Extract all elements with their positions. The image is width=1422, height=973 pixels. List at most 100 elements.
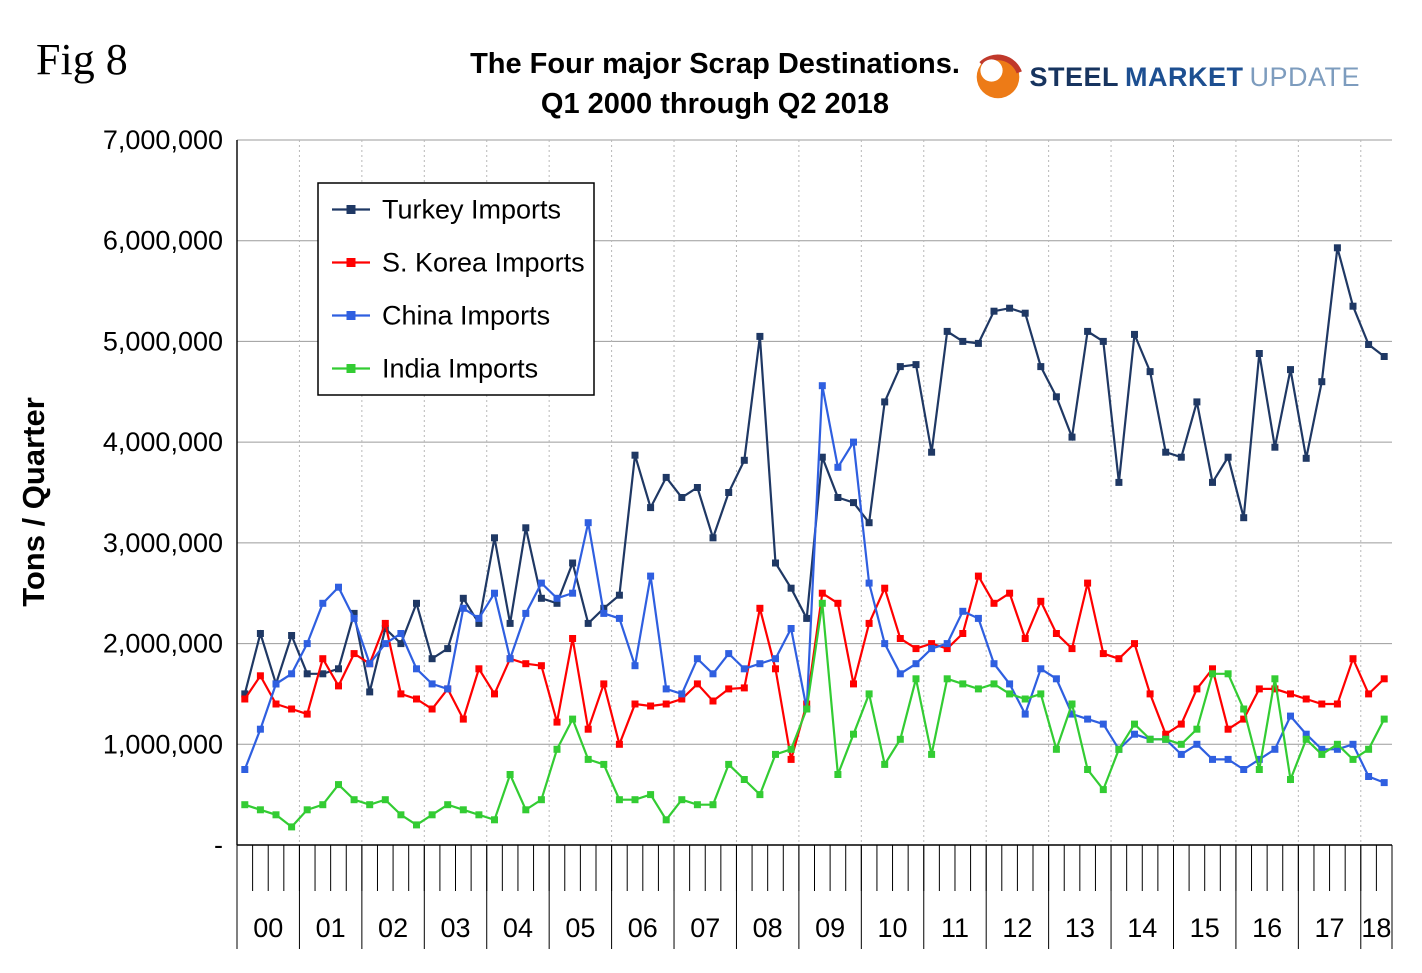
- india-imports-marker: [1349, 755, 1357, 763]
- logo-word-market: MARKET: [1124, 61, 1244, 92]
- turkey-imports-marker: [459, 594, 467, 602]
- china-imports-marker: [959, 607, 967, 615]
- china-imports-marker: [491, 589, 498, 597]
- y-tick-label: 5,000,000: [103, 326, 223, 356]
- china-imports-marker: [1037, 665, 1045, 673]
- turkey-imports-marker: [787, 584, 795, 592]
- india-imports-marker: [1380, 715, 1388, 723]
- china-imports-marker: [896, 670, 904, 678]
- india-imports-marker: [772, 750, 779, 758]
- india-imports-marker: [865, 690, 873, 698]
- turkey-imports-marker: [1224, 453, 1232, 461]
- china-imports-marker: [428, 680, 436, 688]
- china-imports-marker: [569, 589, 577, 597]
- india-imports-marker: [491, 816, 498, 824]
- year-label: 11: [941, 913, 969, 943]
- china-imports-marker: [1006, 680, 1014, 688]
- s-korea-imports-marker: [693, 680, 701, 688]
- china-imports-marker: [990, 660, 998, 668]
- india-imports-marker: [756, 791, 764, 799]
- china-imports-marker: [756, 660, 764, 668]
- chart-title-line2: Q1 2000 through Q2 2018: [540, 88, 890, 120]
- china-imports-marker: [256, 725, 264, 733]
- s-korea-imports-marker: [522, 660, 530, 668]
- india-imports-marker: [1224, 670, 1232, 678]
- turkey-imports-marker: [288, 632, 296, 639]
- india-imports-marker: [678, 796, 686, 804]
- brand-logo: STEEL MARKET UPDATE: [973, 52, 1360, 102]
- china-imports-marker: [600, 609, 608, 617]
- india-imports-marker: [850, 730, 857, 738]
- turkey-imports-marker: [1021, 309, 1029, 317]
- legend-marker: [346, 364, 356, 373]
- china-imports-marker: [928, 645, 936, 653]
- year-label: 14: [1127, 913, 1157, 943]
- india-imports-marker: [1021, 695, 1029, 703]
- year-label: 03: [440, 913, 470, 943]
- year-label: 12: [1002, 913, 1032, 943]
- china-imports-marker: [381, 640, 389, 648]
- china-imports-marker: [740, 665, 748, 673]
- turkey-imports-marker: [912, 361, 920, 369]
- china-imports-marker: [1318, 745, 1326, 753]
- legend-marker: [346, 205, 356, 214]
- s-korea-imports-marker: [959, 630, 967, 637]
- year-label: 17: [1315, 913, 1345, 943]
- india-imports-marker: [413, 821, 420, 829]
- china-imports-marker: [881, 640, 889, 648]
- china-imports-marker: [693, 655, 701, 663]
- china-imports-marker: [1333, 745, 1341, 753]
- s-korea-imports-marker: [1240, 715, 1248, 723]
- china-imports-marker: [974, 614, 982, 622]
- china-imports-marker: [241, 766, 249, 773]
- turkey-imports-marker: [413, 599, 420, 607]
- india-imports-marker: [1209, 670, 1216, 678]
- turkey-imports-marker: [1365, 341, 1373, 348]
- china-imports-line: [243, 385, 1385, 784]
- s-korea-imports-marker: [459, 715, 467, 723]
- china-imports-marker: [1021, 710, 1029, 718]
- year-label: 04: [503, 913, 533, 943]
- turkey-imports-marker: [1240, 514, 1248, 522]
- s-korea-imports-marker: [896, 635, 904, 642]
- india-imports-marker: [803, 705, 811, 713]
- y-tick-label: 6,000,000: [103, 226, 223, 256]
- turkey-imports-marker: [1099, 337, 1107, 345]
- year-label: 18: [1361, 913, 1391, 943]
- india-imports-marker: [444, 801, 452, 809]
- turkey-imports-marker: [350, 609, 358, 617]
- s-korea-imports-marker: [787, 755, 795, 763]
- s-korea-imports-marker: [818, 589, 826, 597]
- india-imports-marker: [1177, 740, 1185, 748]
- s-korea-imports-marker: [1333, 700, 1341, 708]
- s-korea-imports-marker: [272, 700, 280, 708]
- india-imports-marker: [584, 755, 592, 763]
- china-imports-marker: [865, 579, 873, 587]
- india-imports-marker: [335, 781, 342, 789]
- turkey-imports-marker: [1068, 433, 1076, 441]
- india-imports-marker: [990, 680, 998, 688]
- chart-title: The Four major Scrap Destinations. Q1 20…: [240, 44, 1190, 124]
- s-korea-imports-marker: [990, 599, 998, 607]
- china-imports-marker: [319, 599, 327, 607]
- turkey-imports-marker: [366, 688, 374, 696]
- china-imports-marker: [1224, 755, 1232, 763]
- s-korea-imports-marker: [709, 697, 717, 705]
- turkey-imports-marker: [1380, 353, 1388, 360]
- india-imports-marker: [1006, 690, 1014, 698]
- legend-marker: [346, 258, 356, 267]
- india-imports-marker: [974, 685, 982, 693]
- s-korea-imports-marker: [974, 572, 982, 580]
- india-imports-marker: [522, 806, 530, 814]
- s-korea-imports-marker: [335, 682, 342, 690]
- china-imports-marker: [475, 614, 483, 622]
- turkey-imports-marker: [569, 559, 577, 567]
- india-imports-marker: [1068, 700, 1076, 708]
- turkey-imports-marker: [1084, 327, 1092, 335]
- s-korea-imports-marker: [1131, 640, 1138, 648]
- china-imports-marker: [584, 519, 592, 527]
- india-imports-marker: [1271, 675, 1279, 683]
- s-korea-imports-marker: [631, 700, 639, 708]
- s-korea-imports-marker: [569, 635, 577, 642]
